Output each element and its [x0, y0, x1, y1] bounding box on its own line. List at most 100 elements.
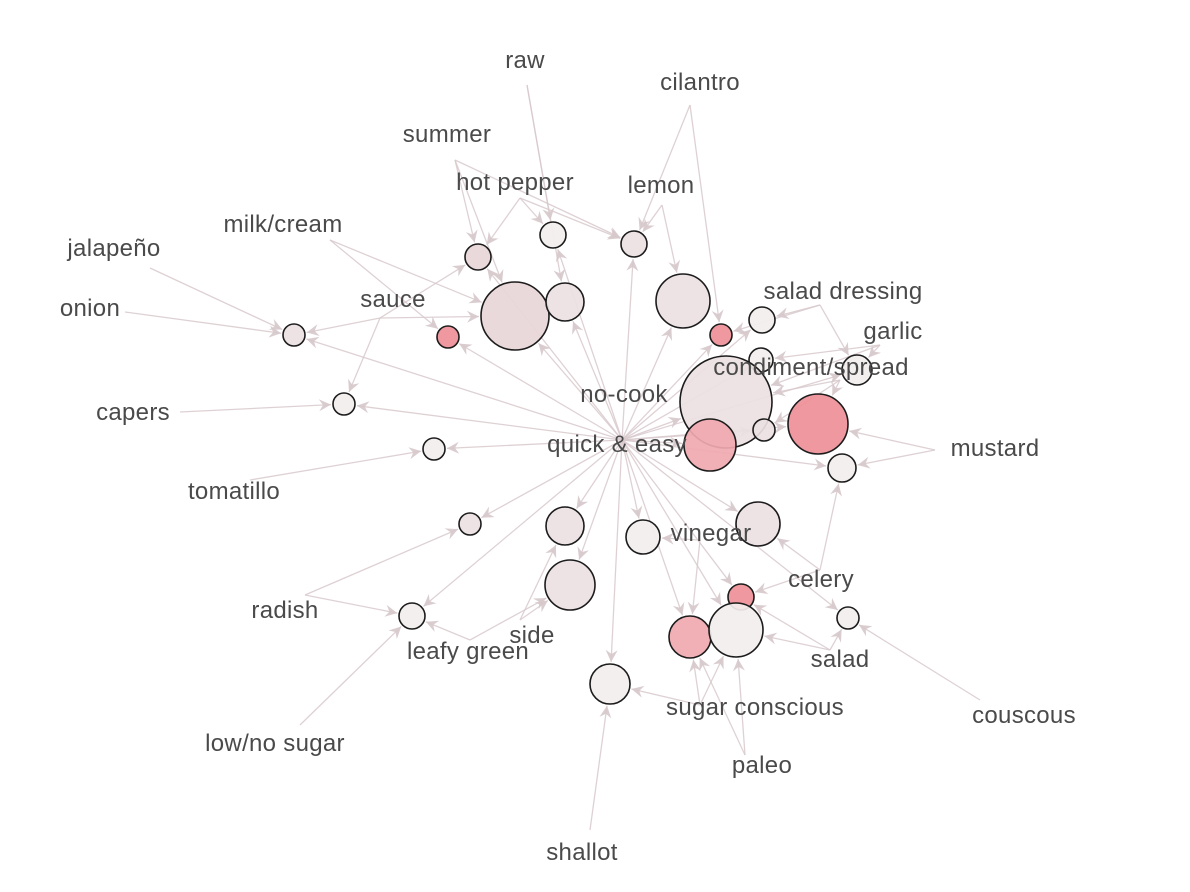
- nodes-layer: [282, 221, 873, 705]
- edge-16: [306, 317, 381, 334]
- edge-52: [469, 597, 547, 641]
- edge-arrowhead-13: [468, 292, 482, 304]
- edge-61: [423, 439, 623, 607]
- edge-19: [348, 317, 381, 393]
- node-24: [735, 501, 781, 547]
- label-lemon: lemon: [628, 172, 695, 199]
- edge-arrowhead-18: [466, 310, 480, 323]
- edge-arrowhead-38: [764, 632, 778, 645]
- edge-arrowhead-41: [859, 624, 873, 637]
- label-paleo: paleo: [732, 752, 792, 779]
- edge-arrowhead-35: [777, 538, 791, 551]
- label-summer: summer: [403, 121, 491, 148]
- node-18: [787, 393, 849, 455]
- edge-arrowhead-51: [425, 620, 440, 632]
- edge-arrowhead-25: [771, 375, 785, 387]
- edge-arrowhead-3: [711, 309, 724, 323]
- edge-arrowhead-46: [732, 658, 745, 672]
- edge-43: [699, 655, 725, 706]
- edge-arrowhead-19: [348, 378, 360, 393]
- node-10: [545, 282, 585, 322]
- label-capers: capers: [96, 399, 170, 426]
- node-3: [422, 437, 446, 461]
- edge-arrowhead-39: [753, 604, 768, 616]
- edge-64: [572, 321, 623, 441]
- edge-arrowhead-62: [538, 343, 551, 357]
- edge-arrowhead-15: [268, 325, 282, 338]
- node-28: [668, 615, 712, 659]
- edge-arrowhead-63: [555, 249, 568, 263]
- edge-arrowhead-61: [423, 594, 437, 607]
- edge-7: [486, 197, 521, 246]
- edge-41: [858, 624, 981, 701]
- label-side: side: [509, 622, 554, 649]
- label-salad: salad: [811, 646, 870, 673]
- edge-arrowhead-9: [606, 228, 621, 240]
- edge-arrowhead-71: [667, 416, 681, 429]
- label-milk-cream: milk/cream: [223, 211, 342, 238]
- edge-47: [699, 657, 746, 756]
- edge-arrowhead-16: [306, 324, 320, 337]
- edge-arrowhead-84: [605, 649, 618, 663]
- edge-18: [379, 315, 480, 319]
- edge-2: [639, 104, 691, 231]
- node-22: [545, 506, 585, 546]
- edge-78: [621, 439, 738, 512]
- node-8: [480, 281, 550, 351]
- edge-arrowhead-59: [481, 506, 495, 518]
- edge-22: [819, 304, 850, 356]
- edge-3: [689, 104, 720, 323]
- edge-arrowhead-72: [773, 421, 787, 434]
- label-no-cook: no-cook: [580, 381, 668, 408]
- edge-21: [733, 304, 821, 332]
- edge-48: [589, 705, 608, 831]
- label-vinegar: vinegar: [671, 520, 752, 547]
- edge-arrowhead-2: [638, 216, 650, 231]
- node-20: [683, 418, 737, 472]
- edge-29: [179, 403, 332, 413]
- edge-arrowhead-64: [572, 321, 584, 335]
- edge-arrowhead-47: [699, 657, 711, 672]
- label-cilantro: cilantro: [660, 69, 740, 96]
- edge-arrowhead-67: [699, 344, 713, 358]
- edge-arrowhead-60: [487, 268, 500, 282]
- edge-58: [458, 343, 623, 441]
- edge-arrowhead-81: [824, 597, 838, 610]
- edge-37: [819, 483, 840, 571]
- edge-arrowhead-34: [384, 604, 398, 617]
- edge-arrowhead-14: [268, 319, 283, 330]
- edge-arrowhead-20: [776, 307, 790, 320]
- edge-24: [774, 344, 881, 359]
- node-12: [655, 273, 711, 329]
- edge-25: [770, 344, 881, 386]
- node-9: [539, 221, 567, 249]
- label-leafy-green: leafy green: [407, 638, 529, 665]
- edge-arrowhead-50: [545, 544, 557, 559]
- label-shallot: shallot: [546, 839, 618, 866]
- edge-arrowhead-4: [465, 229, 478, 243]
- edge-27: [773, 379, 841, 394]
- edge-17: [379, 264, 466, 319]
- node-25: [544, 559, 596, 611]
- edge-9: [519, 197, 621, 239]
- node-19: [752, 418, 776, 442]
- label-hot-pepper: hot pepper: [456, 169, 574, 196]
- edge-arrowhead-68: [737, 329, 751, 343]
- edge-77: [621, 439, 640, 519]
- node-6: [464, 243, 492, 271]
- edge-12: [329, 239, 439, 330]
- edge-arrowhead-76: [576, 495, 589, 509]
- node-4: [436, 325, 460, 349]
- edge-38: [764, 635, 831, 651]
- edge-14: [149, 267, 283, 331]
- label-radish: radish: [251, 597, 318, 624]
- edge-45: [299, 625, 402, 726]
- edge-arrowhead-31: [857, 456, 871, 469]
- edge-6: [454, 159, 621, 239]
- label-quick-easy: quick & easy: [547, 431, 687, 458]
- edge-arrowhead-80: [719, 571, 732, 586]
- label-raw: raw: [505, 47, 545, 74]
- edge-arrowhead-40: [830, 629, 842, 643]
- edge-67: [621, 344, 713, 441]
